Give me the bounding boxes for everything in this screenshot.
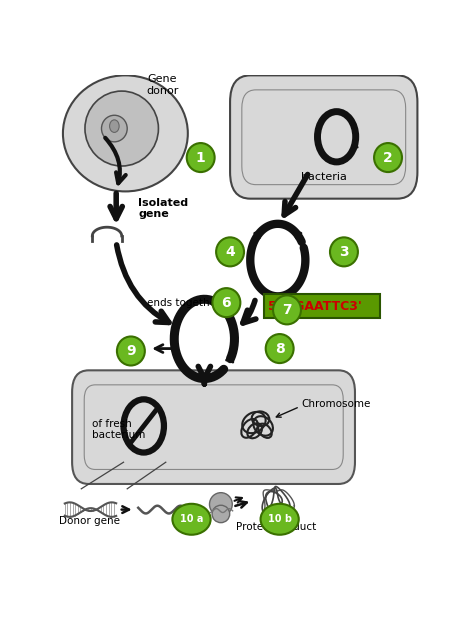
Ellipse shape (212, 288, 240, 317)
Ellipse shape (85, 91, 158, 166)
Ellipse shape (374, 143, 402, 172)
Text: Donor gene: Donor gene (59, 516, 120, 526)
Ellipse shape (273, 295, 301, 325)
Text: bacteria: bacteria (301, 172, 346, 182)
Text: 10 b: 10 b (268, 514, 292, 524)
FancyBboxPatch shape (72, 371, 355, 484)
Ellipse shape (216, 237, 244, 266)
Text: ends together: ends together (147, 298, 221, 308)
Text: 3: 3 (339, 245, 349, 259)
Circle shape (109, 120, 119, 133)
Ellipse shape (187, 143, 215, 172)
Ellipse shape (101, 116, 127, 142)
Ellipse shape (266, 334, 293, 363)
Ellipse shape (330, 237, 358, 266)
Text: 8: 8 (275, 342, 284, 355)
Ellipse shape (63, 75, 188, 192)
Text: Chromosome: Chromosome (301, 399, 371, 409)
Text: 4: 4 (225, 245, 235, 259)
Text: Protein product: Protein product (236, 522, 316, 533)
Text: 10 a: 10 a (180, 514, 203, 524)
Text: 5'GAATTC3': 5'GAATTC3' (277, 300, 362, 313)
Ellipse shape (117, 337, 145, 365)
Text: 5.: 5. (267, 300, 281, 313)
Text: 9: 9 (126, 344, 136, 358)
Text: 2: 2 (383, 151, 393, 165)
Text: 6: 6 (221, 296, 231, 310)
Ellipse shape (210, 493, 232, 516)
FancyBboxPatch shape (264, 295, 380, 318)
Text: of fresh
bacterium: of fresh bacterium (92, 418, 146, 440)
Text: Gene
donor: Gene donor (146, 74, 178, 96)
FancyBboxPatch shape (230, 75, 418, 198)
Text: 7: 7 (282, 303, 292, 317)
Ellipse shape (261, 504, 299, 534)
Ellipse shape (173, 504, 210, 534)
Ellipse shape (212, 506, 230, 522)
Text: Isolated
gene: Isolated gene (138, 198, 188, 219)
Text: 1: 1 (196, 151, 206, 165)
